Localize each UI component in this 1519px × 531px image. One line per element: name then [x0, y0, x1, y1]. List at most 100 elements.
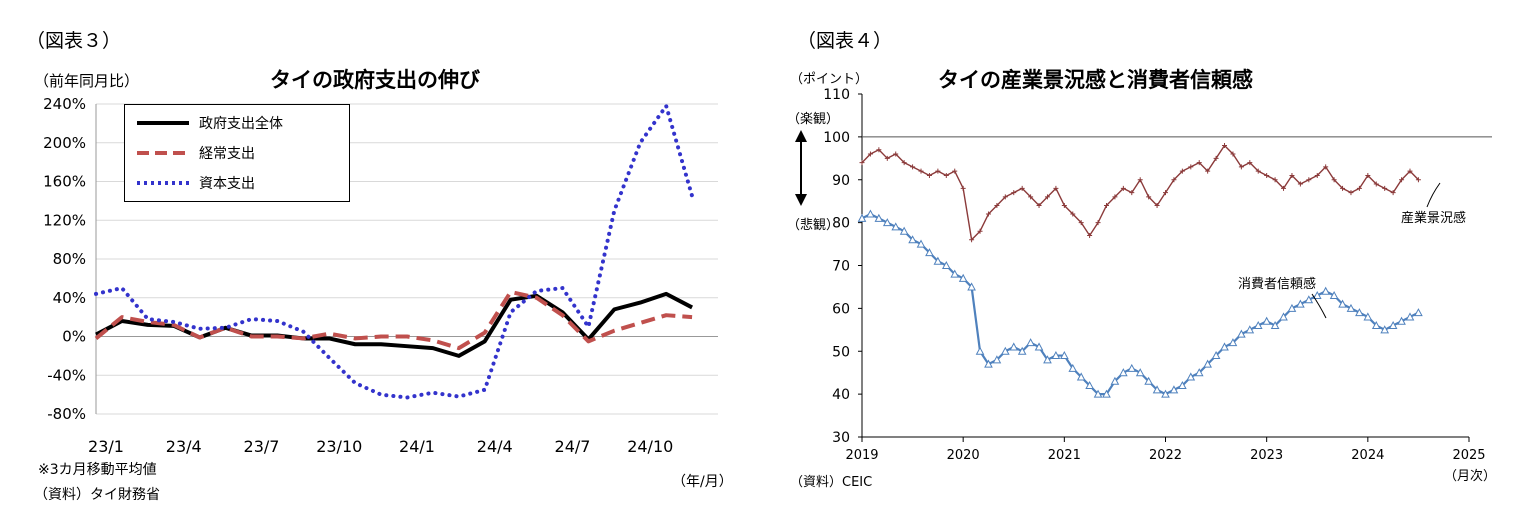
right-marker-consumer [1312, 290, 1322, 300]
right-marker-consumer [1304, 295, 1314, 304]
right-marker-business [876, 147, 882, 153]
right-y-tick-label: 50 [832, 344, 850, 360]
right-marker-business [1044, 194, 1050, 200]
right-marker-business [1061, 202, 1067, 208]
right-marker-business [1019, 185, 1025, 191]
right-marker-business [859, 160, 865, 166]
right-marker-business [1188, 164, 1194, 170]
right-marker-business [1120, 185, 1126, 191]
annotation-consumer-arrow [1311, 293, 1327, 319]
right-marker-business [1297, 181, 1303, 187]
right-marker-consumer [1262, 316, 1272, 325]
right-y-tick-label: 80 [832, 216, 850, 232]
left-y-tick-label: -80% [47, 405, 86, 423]
right-marker-consumer [857, 213, 867, 222]
right-marker-consumer [1135, 368, 1145, 377]
right-marker-consumer [1152, 385, 1162, 394]
right-marker-consumer [1043, 355, 1052, 364]
right-marker-consumer [1085, 380, 1094, 390]
right-marker-business [1002, 194, 1008, 200]
left-y-tick-label: -40% [47, 366, 86, 384]
right-marker-business [1205, 168, 1211, 174]
right-marker-business [969, 237, 975, 243]
right-marker-consumer [899, 226, 909, 235]
right-series-line-0 [861, 144, 1419, 241]
left-note: ※3カ月移動平均値 [38, 462, 157, 478]
right-marker-consumer [984, 359, 993, 368]
right-marker-consumer [1169, 385, 1179, 394]
right-marker-consumer [1371, 320, 1381, 330]
right-marker-business [1382, 185, 1388, 191]
right-y-tick-label: 30 [832, 430, 850, 446]
left-y-tick-label: 200% [43, 134, 86, 152]
left-chart-title: タイの政府支出の伸び [270, 68, 480, 92]
right-marker-consumer [1059, 350, 1069, 360]
right-marker-consumer [1253, 320, 1263, 330]
right-y-tick-label: 70 [832, 259, 850, 275]
right-marker-consumer [882, 218, 892, 227]
right-x-tick-label: 2021 [1048, 448, 1081, 463]
right-x-tick-label: 2022 [1149, 448, 1182, 463]
right-marker-business [901, 160, 907, 166]
right-marker-consumer [1110, 376, 1120, 385]
right-marker-consumer [1034, 342, 1044, 351]
right-x-tick-label: 2025 [1452, 448, 1485, 463]
right-marker-consumer [1000, 346, 1010, 355]
right-y-tick-label: 60 [832, 301, 850, 317]
right-marker-business [1171, 177, 1177, 183]
right-marker-business [1323, 164, 1329, 170]
right-marker-consumer [1355, 308, 1364, 317]
right-marker-consumer [1363, 312, 1373, 321]
right-y-tick-label: 90 [832, 173, 850, 189]
right-marker-business [952, 168, 958, 174]
right-marker-consumer [908, 235, 917, 244]
right-marker-consumer [1388, 320, 1398, 330]
right-marker-consumer [1405, 312, 1415, 321]
right-marker-consumer [1279, 312, 1288, 321]
right-marker-business [1348, 190, 1354, 196]
right-marker-business [977, 228, 983, 234]
left-x-tick-label: 23/7 [244, 437, 280, 456]
right-marker-consumer [958, 273, 968, 282]
right-marker-business [1264, 172, 1270, 178]
right-marker-business [1028, 194, 1034, 200]
right-marker-business [1213, 155, 1219, 161]
right-marker-business [1340, 185, 1346, 191]
right-marker-business [1053, 185, 1059, 191]
left-x-tick-label: 24/7 [555, 437, 591, 456]
right-marker-consumer [1380, 325, 1390, 334]
right-marker-business [1070, 211, 1076, 217]
right-marker-consumer [1194, 368, 1204, 377]
right-y-unit-label: （ポイント） [790, 72, 869, 87]
right-marker-consumer [874, 213, 884, 222]
right-marker-business [1146, 194, 1152, 200]
left-y-tick-label: 40% [53, 289, 86, 307]
right-marker-business [1222, 142, 1228, 148]
left-y-tick-label: 120% [43, 211, 86, 229]
right-marker-consumer [1076, 372, 1086, 381]
legend-label-capital: 資本支出 [199, 176, 255, 192]
right-marker-consumer [1321, 286, 1331, 295]
right-marker-consumer [1220, 342, 1229, 351]
right-marker-business [1314, 172, 1320, 178]
right-source: （資料）CEIC [790, 475, 873, 490]
right-marker-consumer [1026, 338, 1035, 347]
right-marker-business [1247, 160, 1253, 166]
right-marker-consumer [1346, 303, 1356, 312]
right-x-tick-label: 2024 [1351, 448, 1384, 463]
right-marker-business [1129, 190, 1135, 196]
left-series-line-2 [94, 103, 695, 400]
right-marker-consumer [1414, 308, 1423, 317]
left-source: （資料）タイ財務省 [34, 487, 160, 503]
right-marker-consumer [941, 260, 951, 269]
right-marker-consumer [1127, 363, 1137, 372]
right-marker-business [1407, 168, 1413, 174]
right-marker-business [910, 164, 916, 170]
right-marker-business [893, 151, 899, 157]
right-marker-consumer [1144, 376, 1153, 385]
legend-item-total: 政府支出全体 [137, 113, 283, 133]
right-marker-business [1230, 151, 1236, 157]
right-marker-business [1331, 177, 1337, 183]
right-marker-business [1103, 202, 1109, 208]
